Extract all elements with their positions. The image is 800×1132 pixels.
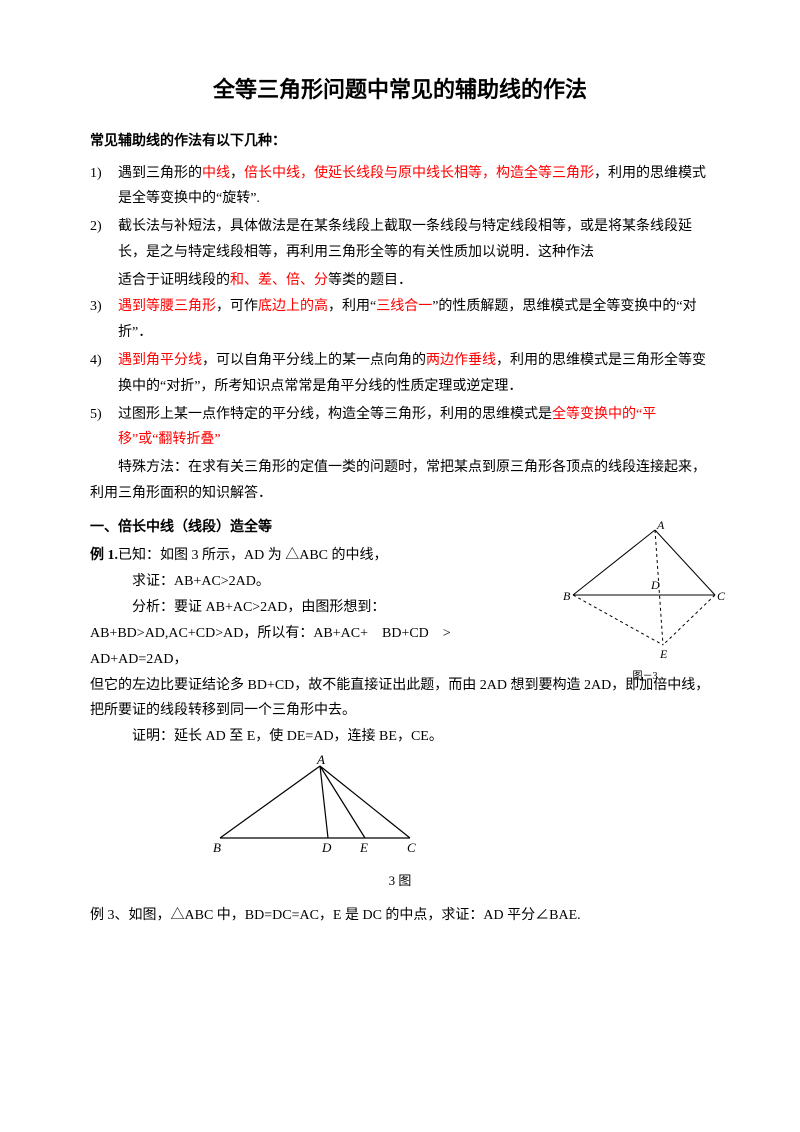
vertex-a2: A [316, 752, 325, 767]
text: ，利用“ [328, 299, 376, 314]
figure-center-caption: 3 图 [90, 869, 710, 893]
text: ，可作 [216, 299, 258, 314]
red-text: 中线 [202, 166, 230, 181]
text: 适合于证明线段的 [118, 273, 230, 288]
vertex-b2: B [213, 840, 221, 855]
red-text: 遇到等腰三角形 [118, 299, 216, 314]
red-text: 遇到角平分线 [118, 353, 202, 368]
red-text: 底边上的高 [258, 299, 328, 314]
item-number: 4) [90, 348, 118, 400]
text: 遇到三角形的 [118, 166, 202, 181]
red-text: 两边作垂线 [426, 353, 496, 368]
text: ， [230, 166, 244, 181]
item-body: 截长法与补短法，具体做法是在某条线段上截取一条线段与特定线段相等，或是将某条线段… [118, 214, 710, 266]
method-item-4: 4) 遇到角平分线，可以自角平分线上的某一点向角的两边作垂线，利用的思维模式是三… [90, 348, 710, 400]
example-1-line6: 证明：延长 AD 至 E，使 DE=AD，连接 BE，CE。 [90, 724, 710, 750]
method-item-5: 5) 过图形上某一点作特定的平分线，构造全等三角形，利用的思维模式是全等变换中的… [90, 402, 710, 454]
figure-center: A B C D E [210, 758, 710, 863]
item-number: 5) [90, 402, 118, 454]
vertex-a: A [656, 518, 665, 532]
red-text: 和、差、倍、分 [230, 273, 328, 288]
figure-3-caption: 图－3 [560, 668, 730, 687]
red-text: 倍长中线，使延长线段与原中线长相等，构造全等三角形 [244, 166, 594, 181]
text: 截长法与补短法，具体做法是在某条线段上截取一条线段与特定线段相等，或是将某条线段… [118, 219, 692, 260]
vertex-b: B [563, 589, 571, 603]
vertex-c2: C [407, 840, 416, 855]
example-label: 例 1. [90, 548, 118, 563]
vertex-d2: D [321, 840, 332, 855]
text: 过图形上某一点作特定的平分线，构造全等三角形，利用的思维模式是 [118, 407, 552, 422]
item-number: 1) [90, 161, 118, 213]
text: 等类的题目． [328, 273, 412, 288]
item-body: 遇到等腰三角形，可作底边上的高，利用“三线合一”的性质解题，思维模式是全等变换中… [118, 294, 710, 346]
red-text: 三线合一 [376, 299, 432, 314]
text: ，可以自角平分线上的某一点向角的 [202, 353, 426, 368]
special-method: 特殊方法：在求有关三角形的定值一类的问题时，常把某点到原三角形各顶点的线段连接起… [90, 455, 710, 507]
figure-3: A B C D E 图－3 [560, 525, 730, 687]
item-number: 3) [90, 294, 118, 346]
vertex-c: C [717, 589, 726, 603]
method-item-2: 2) 截长法与补短法，具体做法是在某条线段上截取一条线段与特定线段相等，或是将某… [90, 214, 710, 266]
method-item-3: 3) 遇到等腰三角形，可作底边上的高，利用“三线合一”的性质解题，思维模式是全等… [90, 294, 710, 346]
vertex-e: E [659, 647, 668, 661]
method-item-1: 1) 遇到三角形的中线，倍长中线，使延长线段与原中线长相等，构造全等三角形，利用… [90, 161, 710, 213]
item-body: 遇到角平分线，可以自角平分线上的某一点向角的两边作垂线，利用的思维模式是三角形全… [118, 348, 710, 400]
example-1-line4: AB+BD>AD,AC+CD>AD，所以有：AB+AC+ BD+CD > AD+… [90, 621, 520, 673]
item-body: 遇到三角形的中线，倍长中线，使延长线段与原中线长相等，构造全等三角形，利用的思维… [118, 161, 710, 213]
subheading-methods: 常见辅助线的作法有以下几种： [90, 129, 710, 155]
page-title: 全等三角形问题中常见的辅助线的作法 [90, 70, 710, 111]
example-3: 例 3、如图，△ABC 中，BD=DC=AC，E 是 DC 的中点，求证：AD … [90, 903, 710, 929]
item-number: 2) [90, 214, 118, 266]
vertex-d: D [650, 578, 660, 592]
text: 已知：如图 3 所示，AD 为 △ABC 的中线， [118, 548, 388, 563]
item-body: 过图形上某一点作特定的平分线，构造全等三角形，利用的思维模式是全等变换中的“平移… [118, 402, 710, 454]
vertex-e2: E [359, 840, 368, 855]
method-item-2-cont: 适合于证明线段的和、差、倍、分等类的题目． [90, 268, 710, 294]
